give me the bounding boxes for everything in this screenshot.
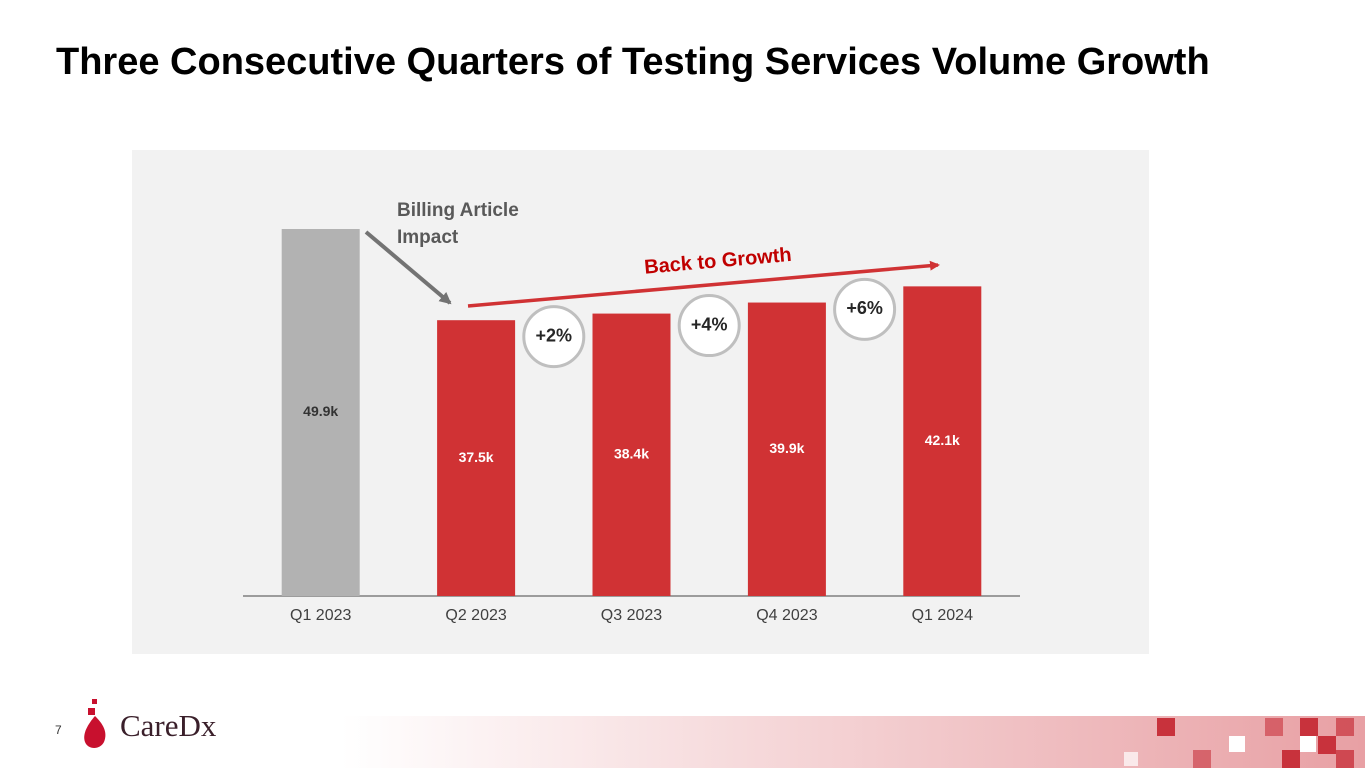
bar — [747, 302, 826, 596]
logo-mark — [84, 699, 106, 748]
pixel-decor — [1157, 718, 1354, 768]
value-label: 49.9k — [303, 403, 338, 419]
x-tick-label: Q1 2023 — [290, 607, 351, 624]
page-number: 7 — [55, 723, 62, 737]
logo: CareDx — [120, 708, 217, 743]
chart: Q1 2023 49.9k Q2 2023 37.5k Q3 2023 38.4k Q4 2… — [281, 229, 982, 624]
growth-arrow — [467, 260, 940, 308]
value-label: 38.4k — [614, 445, 649, 461]
bar — [281, 229, 360, 596]
x-tick-label: Q1 2024 — [912, 607, 973, 624]
value-label: 39.9k — [769, 440, 804, 456]
value-label: 37.5k — [459, 449, 494, 465]
growth-badge — [833, 277, 897, 341]
pixel-decor — [1124, 736, 1316, 766]
growth-label: +4% — [691, 314, 728, 334]
growth-label: +2% — [536, 325, 573, 345]
bar — [903, 286, 982, 596]
impact-arrow — [364, 230, 452, 305]
x-tick-label: Q2 2023 — [445, 607, 506, 624]
bar — [437, 320, 516, 596]
value-label: 42.1k — [925, 432, 960, 448]
annotation: Billing Article — [397, 200, 519, 221]
bar — [592, 313, 671, 596]
slide-title: Three Consecutive Quarters of Testing Se… — [56, 41, 1210, 83]
growth-badge — [677, 294, 741, 358]
annotation: Impact — [397, 227, 459, 248]
growth-label: +6% — [846, 298, 883, 318]
growth-badge — [522, 305, 586, 369]
x-tick-label: Q3 2023 — [601, 607, 662, 624]
x-tick-label: Q4 2023 — [756, 607, 817, 624]
